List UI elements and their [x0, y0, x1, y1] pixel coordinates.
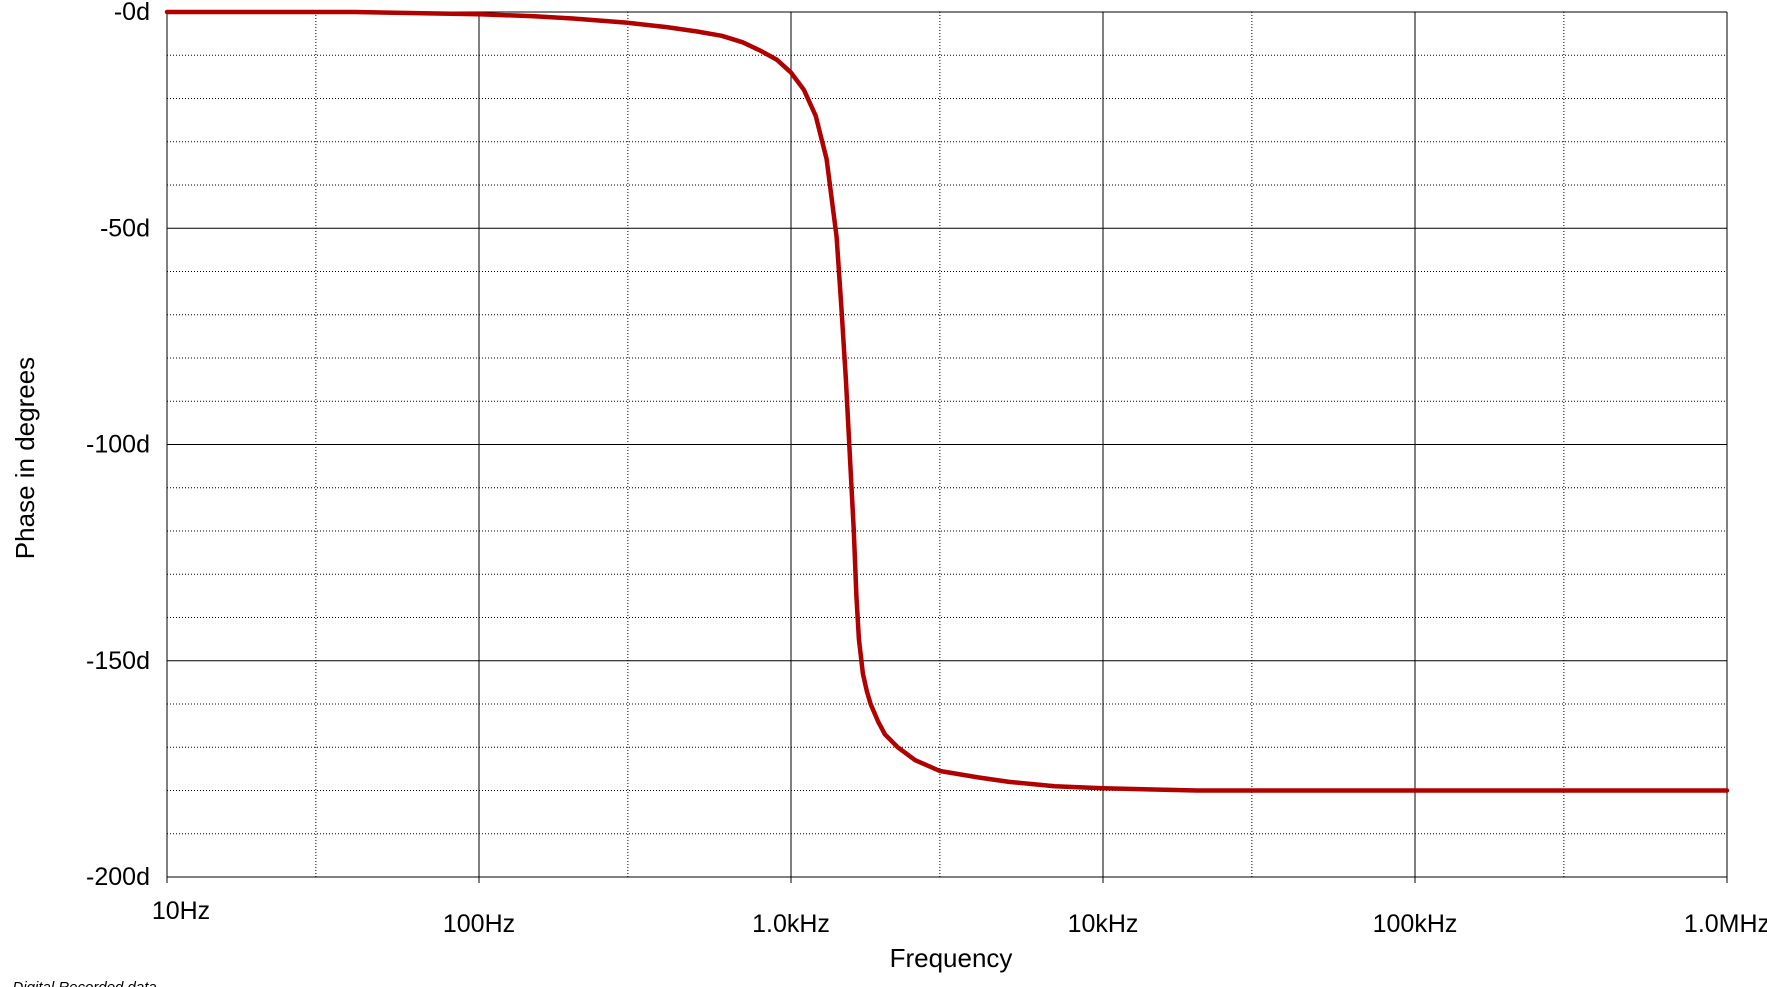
y-tick-label: -100d [86, 431, 150, 459]
x-tick-label: 1.0kHz [752, 910, 830, 938]
y-tick-label: -0d [114, 0, 150, 26]
phase-series-line [164, 9, 1730, 793]
x-tick-label: 10kHz [1068, 910, 1139, 938]
x-tick-label: 100kHz [1373, 910, 1458, 938]
credit-text: rijk - Digital Recorded data [0, 979, 157, 987]
x-tick-label: 10Hz [152, 897, 210, 925]
y-tick-label: -150d [86, 647, 150, 675]
x-tick-label: 1.0MHz [1684, 910, 1767, 938]
x-axis-title: Frequency [890, 943, 1013, 973]
y-tick-label: -200d [86, 863, 150, 891]
series-layer [164, 9, 1730, 793]
grid-layer [166, 11, 1728, 883]
y-axis-title: Phase in degrees [10, 357, 40, 559]
y-tick-label: -50d [100, 214, 150, 242]
x-tick-label: 100Hz [443, 910, 515, 938]
